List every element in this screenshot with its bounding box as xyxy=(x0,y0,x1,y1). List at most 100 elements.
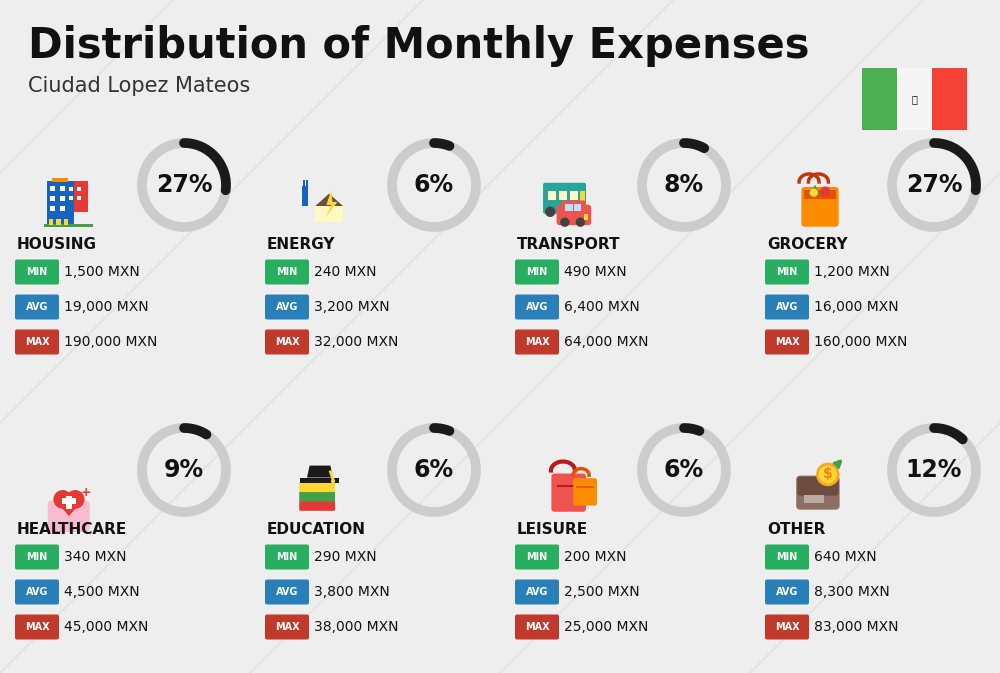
Bar xyxy=(56,219,61,225)
Text: 2,500 MXN: 2,500 MXN xyxy=(564,585,640,599)
Text: 160,000 MXN: 160,000 MXN xyxy=(814,335,907,349)
FancyBboxPatch shape xyxy=(265,614,309,639)
Text: 19,000 MXN: 19,000 MXN xyxy=(64,300,149,314)
Polygon shape xyxy=(325,190,337,218)
Circle shape xyxy=(576,217,585,227)
Text: 64,000 MXN: 64,000 MXN xyxy=(564,335,648,349)
Text: AVG: AVG xyxy=(776,302,798,312)
Text: 3,200 MXN: 3,200 MXN xyxy=(314,300,390,314)
Bar xyxy=(69,187,73,191)
Text: +: + xyxy=(80,486,91,499)
Text: 1,500 MXN: 1,500 MXN xyxy=(64,265,140,279)
FancyBboxPatch shape xyxy=(765,579,809,604)
Text: 1,200 MXN: 1,200 MXN xyxy=(814,265,890,279)
Bar xyxy=(64,219,68,225)
Text: 190,000 MXN: 190,000 MXN xyxy=(64,335,157,349)
Text: 6%: 6% xyxy=(664,458,704,482)
Text: MAX: MAX xyxy=(275,622,299,632)
Circle shape xyxy=(820,186,830,197)
Bar xyxy=(804,190,836,199)
Bar xyxy=(50,197,55,201)
Text: TRANSPORT: TRANSPORT xyxy=(517,237,620,252)
FancyBboxPatch shape xyxy=(265,330,309,355)
Bar xyxy=(44,223,93,227)
Text: 12%: 12% xyxy=(906,458,962,482)
Text: 8%: 8% xyxy=(664,173,704,197)
Text: Distribution of Monthly Expenses: Distribution of Monthly Expenses xyxy=(28,25,810,67)
Text: 6%: 6% xyxy=(414,458,454,482)
FancyBboxPatch shape xyxy=(765,544,809,569)
Bar xyxy=(52,178,68,182)
FancyBboxPatch shape xyxy=(765,330,809,355)
Text: 83,000 MXN: 83,000 MXN xyxy=(814,620,898,634)
Text: MAX: MAX xyxy=(25,337,49,347)
FancyBboxPatch shape xyxy=(765,260,809,285)
Bar xyxy=(584,215,588,219)
Bar xyxy=(66,496,72,509)
Bar xyxy=(306,180,308,186)
Bar xyxy=(50,206,55,211)
Text: 27%: 27% xyxy=(156,173,212,197)
FancyBboxPatch shape xyxy=(15,260,59,285)
FancyBboxPatch shape xyxy=(265,544,309,569)
Text: 290 MXN: 290 MXN xyxy=(314,550,377,564)
Text: MIN: MIN xyxy=(776,267,798,277)
Circle shape xyxy=(560,217,569,227)
Text: MIN: MIN xyxy=(26,552,48,562)
Text: MAX: MAX xyxy=(775,337,799,347)
Text: 200 MXN: 200 MXN xyxy=(564,550,626,564)
Text: 3,800 MXN: 3,800 MXN xyxy=(314,585,390,599)
FancyBboxPatch shape xyxy=(15,579,59,604)
FancyBboxPatch shape xyxy=(562,201,586,214)
FancyBboxPatch shape xyxy=(573,478,597,505)
Text: 9%: 9% xyxy=(164,458,204,482)
Circle shape xyxy=(66,490,85,509)
FancyBboxPatch shape xyxy=(515,330,559,355)
Text: MIN: MIN xyxy=(276,552,298,562)
Text: 6%: 6% xyxy=(414,173,454,197)
Bar xyxy=(69,196,73,200)
Bar xyxy=(47,180,74,225)
Bar xyxy=(49,219,53,225)
Text: 45,000 MXN: 45,000 MXN xyxy=(64,620,148,634)
Text: 🦅: 🦅 xyxy=(912,94,917,104)
Bar xyxy=(300,478,339,483)
FancyBboxPatch shape xyxy=(299,491,335,501)
Text: MIN: MIN xyxy=(526,267,548,277)
Bar xyxy=(932,68,967,130)
Text: $: $ xyxy=(823,468,833,481)
Bar xyxy=(565,204,573,211)
Bar xyxy=(804,495,824,503)
FancyBboxPatch shape xyxy=(765,614,809,639)
Polygon shape xyxy=(307,466,333,478)
Circle shape xyxy=(545,207,555,217)
Text: OTHER: OTHER xyxy=(767,522,825,537)
Text: 340 MXN: 340 MXN xyxy=(64,550,126,564)
Bar xyxy=(315,207,343,222)
Text: AVG: AVG xyxy=(776,587,798,597)
Text: MAX: MAX xyxy=(525,622,549,632)
Circle shape xyxy=(53,490,72,509)
Text: 6,400 MXN: 6,400 MXN xyxy=(564,300,640,314)
FancyBboxPatch shape xyxy=(765,295,809,320)
FancyBboxPatch shape xyxy=(15,544,59,569)
FancyBboxPatch shape xyxy=(515,579,559,604)
Bar xyxy=(60,197,65,201)
Text: AVG: AVG xyxy=(276,302,298,312)
Text: MAX: MAX xyxy=(775,622,799,632)
FancyBboxPatch shape xyxy=(515,544,559,569)
Text: 490 MXN: 490 MXN xyxy=(564,265,627,279)
Text: 240 MXN: 240 MXN xyxy=(314,265,376,279)
Circle shape xyxy=(331,479,335,483)
Bar xyxy=(77,196,81,200)
FancyBboxPatch shape xyxy=(299,482,335,492)
FancyBboxPatch shape xyxy=(801,187,839,227)
Text: HEALTHCARE: HEALTHCARE xyxy=(17,522,127,537)
Text: AVG: AVG xyxy=(26,587,48,597)
Bar xyxy=(50,186,55,191)
Text: AVG: AVG xyxy=(26,302,48,312)
Bar xyxy=(580,191,585,205)
Text: 640 MXN: 640 MXN xyxy=(814,550,877,564)
Text: 8,300 MXN: 8,300 MXN xyxy=(814,585,890,599)
Text: GROCERY: GROCERY xyxy=(767,237,848,252)
